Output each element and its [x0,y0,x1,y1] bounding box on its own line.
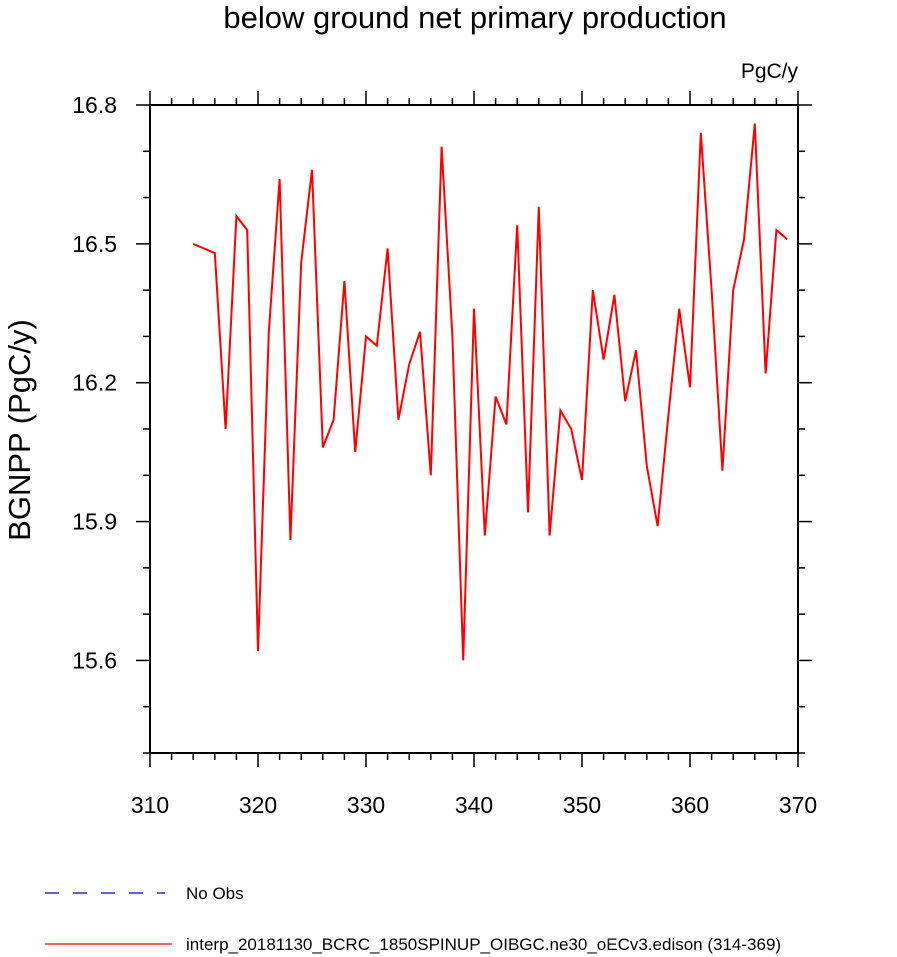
x-tick-label: 350 [563,792,601,818]
chart-title: below ground net primary production [223,0,726,35]
tick-labels: 310 320 330 340 350 360 370 15.6 15.9 16.2 16.5 16.… [72,92,817,818]
x-tick-label: 310 [131,792,169,818]
plot-frame [149,104,799,754]
axis-ticks [136,91,812,767]
y-axis-label: BGNPP (PgC/y) [2,319,37,541]
x-tick-label: 320 [239,792,277,818]
legend-label-model: interp_20181130_BCRC_1850SPINUP_OIBGC.ne… [186,935,781,954]
series-layer [192,123,788,661]
y-tick-label: 15.9 [72,509,117,535]
x-tick-label: 330 [347,792,385,818]
legend: No Obs interp_20181130_BCRC_1850SPINUP_O… [45,884,781,954]
x-tick-label: 360 [671,792,709,818]
y-tick-label: 16.5 [72,231,117,257]
x-tick-label: 340 [455,792,493,818]
y-tick-label: 16.2 [72,370,117,396]
y-tick-label: 16.8 [72,92,117,118]
units-label: PgC/y [741,60,799,83]
x-tick-label: 370 [779,792,817,818]
legend-label-no-obs: No Obs [186,884,244,903]
series-line-0 [192,123,788,661]
y-tick-label: 15.6 [72,647,117,673]
